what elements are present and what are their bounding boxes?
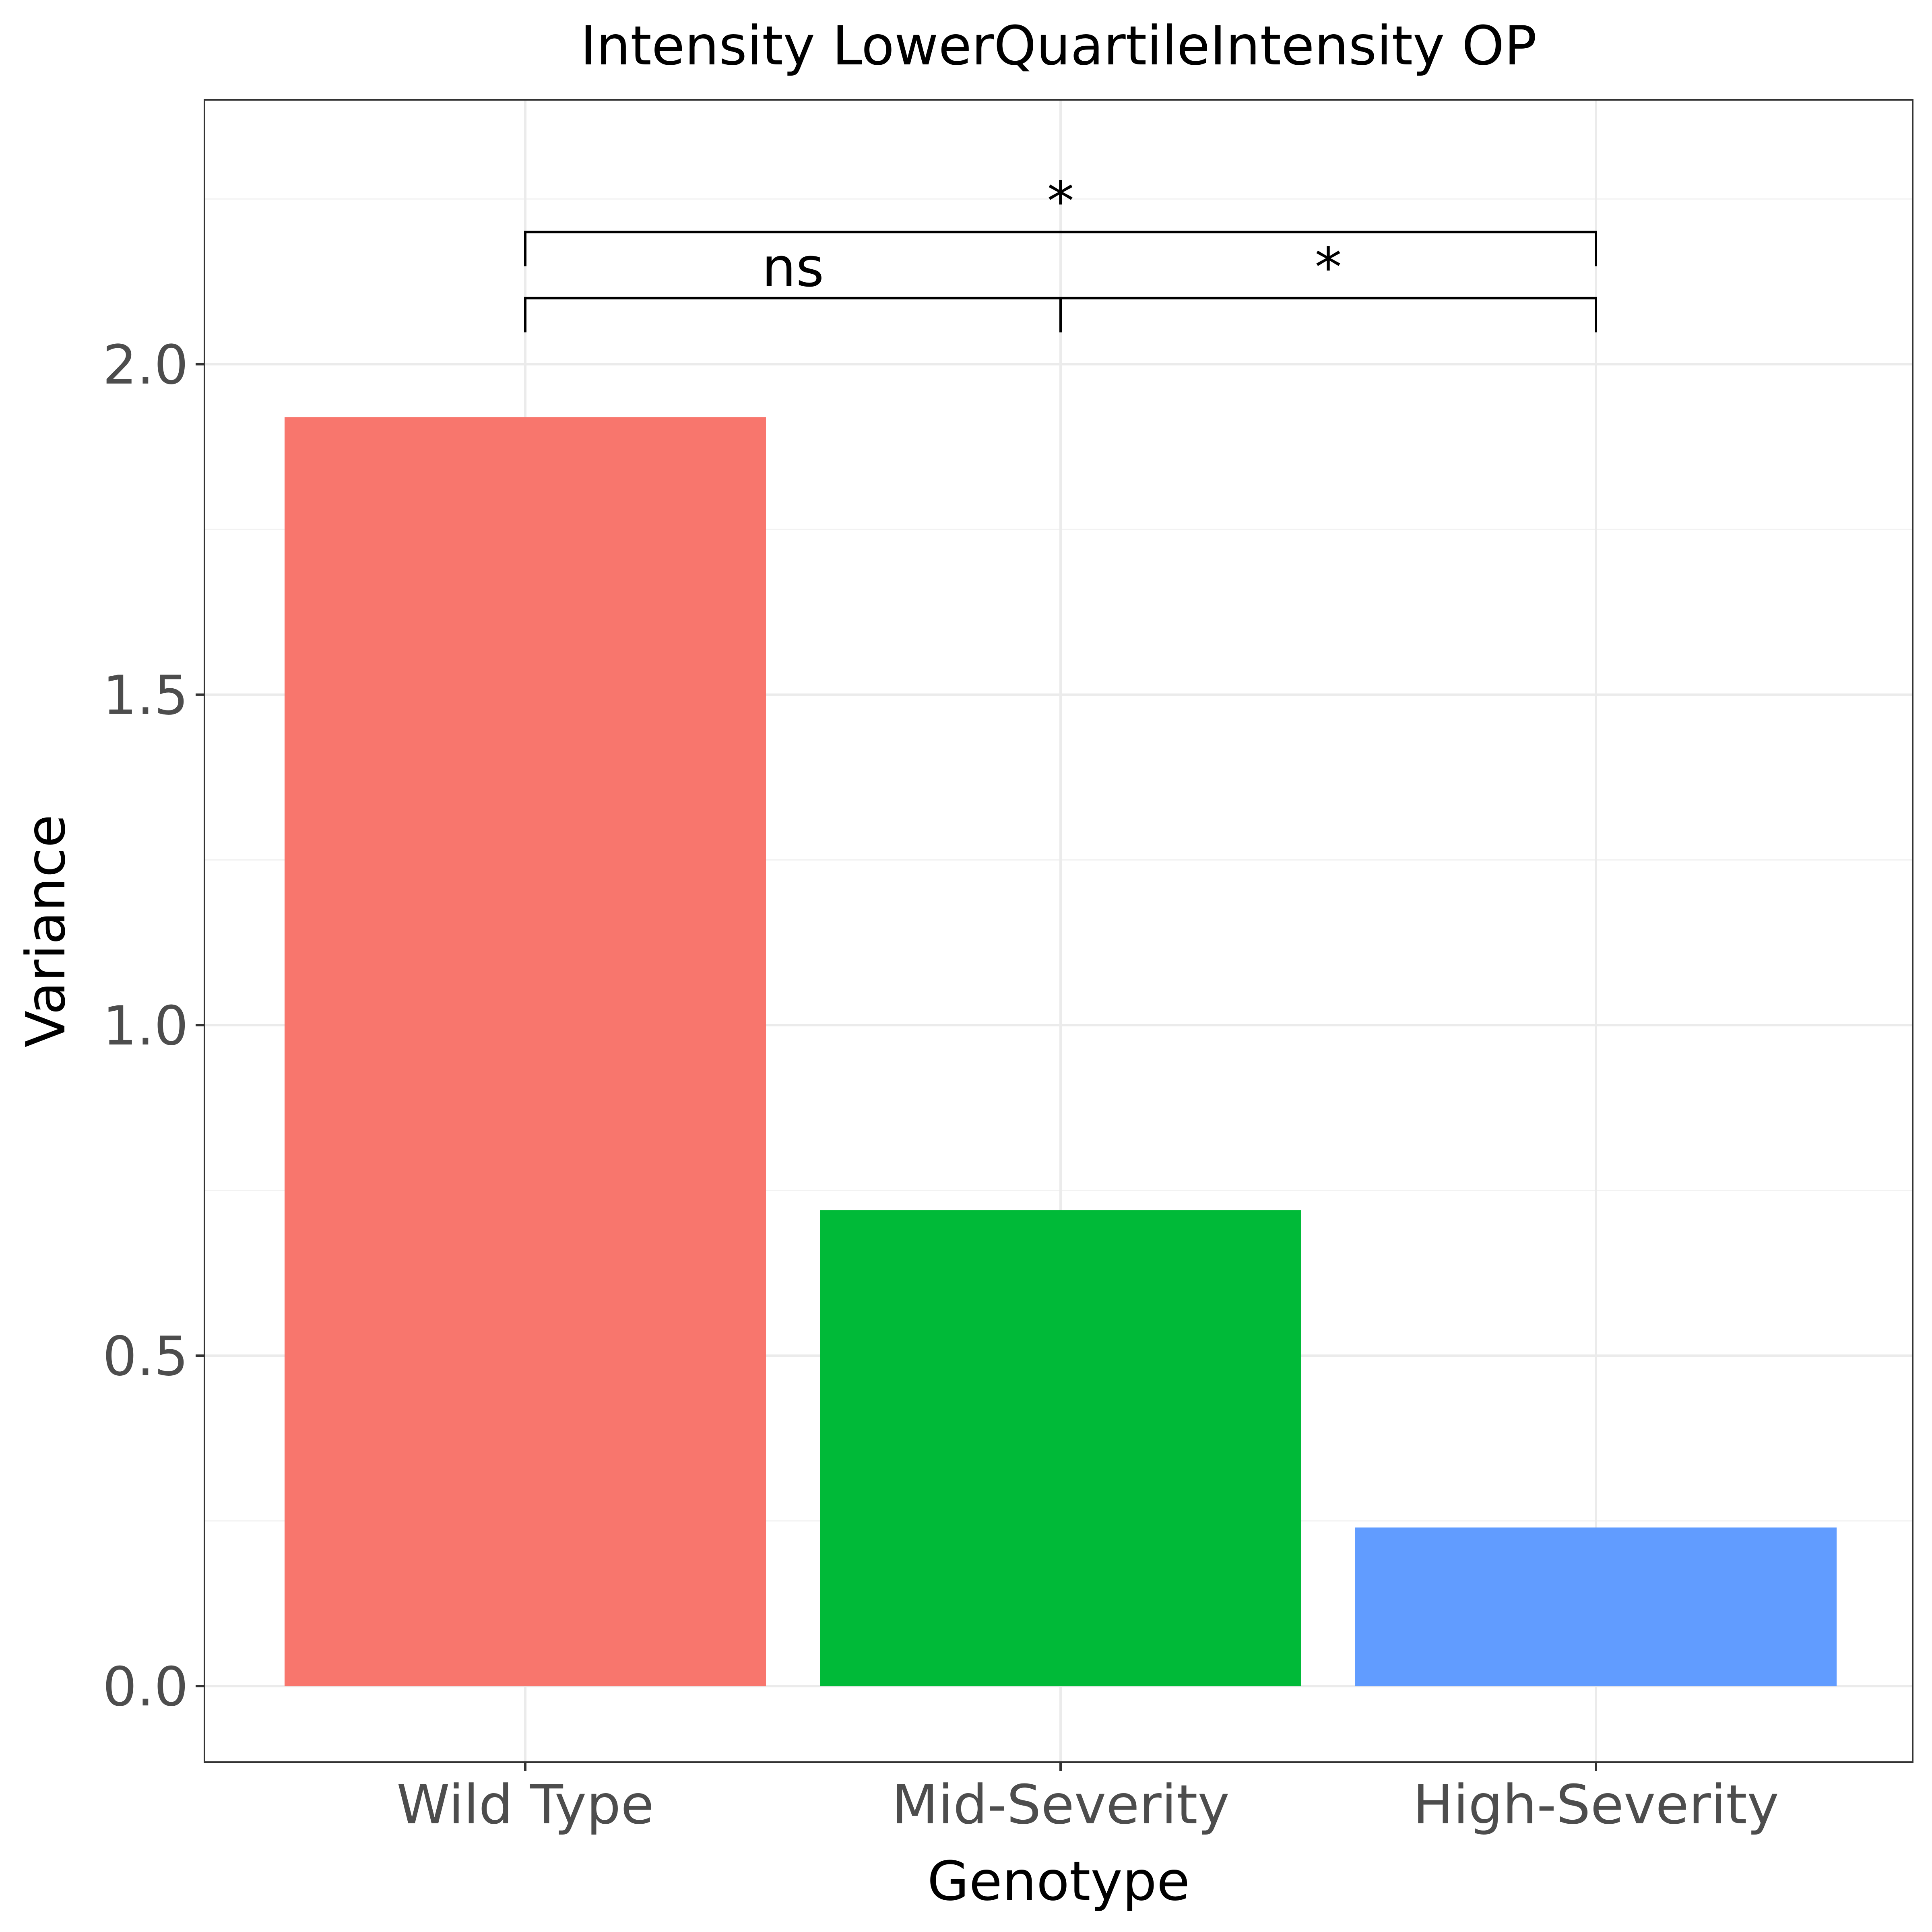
y-tick-label: 0.5 [103, 1325, 188, 1388]
bar-high-severity [1355, 1527, 1837, 1686]
bar-wild-type [285, 417, 766, 1686]
significance-label: ns [762, 236, 824, 299]
y-axis-title: Variance [14, 815, 77, 1048]
x-tick-label: High-Severity [1413, 1773, 1779, 1836]
plot-panel-border [204, 99, 1913, 1763]
y-tick-label: 2.0 [103, 334, 188, 396]
x-axis-title: Genotype [927, 1850, 1190, 1913]
significance-brackets: ns * * [524, 170, 1597, 332]
bars [285, 417, 1837, 1686]
x-tick-label: Wild Type [396, 1773, 654, 1836]
significance-bracket [1059, 297, 1597, 332]
axes: 0.0 0.5 1.0 1.5 2.0 Wild Type Mid-Severity High… [103, 334, 1779, 1836]
significance-label: * [1315, 236, 1342, 299]
chart-title: Intensity LowerQuartileIntensity OP [580, 14, 1537, 77]
significance-bracket [524, 231, 1597, 266]
significance-label: * [1047, 170, 1074, 233]
y-tick-label: 1.0 [103, 995, 188, 1057]
bar-mid-severity [820, 1210, 1301, 1686]
y-tick-label: 0.0 [103, 1655, 188, 1718]
y-tick-label: 1.5 [103, 664, 188, 727]
x-tick-label: Mid-Severity [892, 1773, 1230, 1836]
